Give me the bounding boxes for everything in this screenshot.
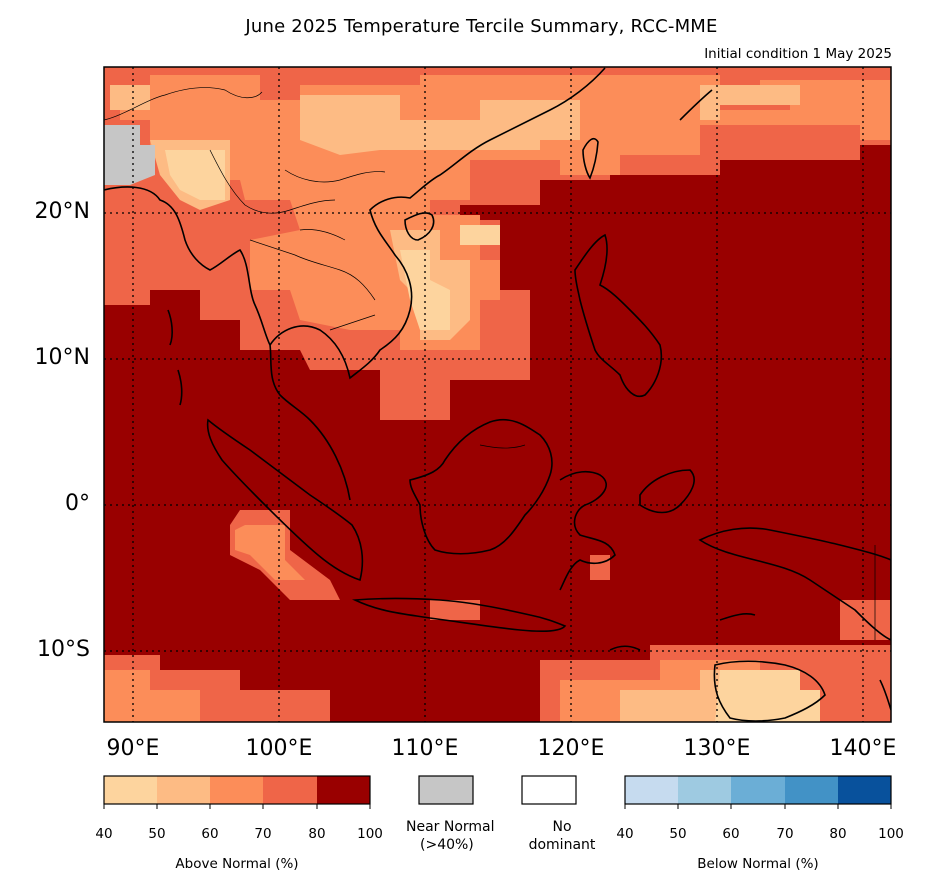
chart-subtitle: Initial condition 1 May 2025: [704, 46, 892, 62]
above-40-50-se: [715, 670, 820, 722]
lon-label-130e: 130°E: [683, 736, 751, 761]
below-tick-80: 80: [829, 826, 847, 842]
above-tick-40: 40: [95, 826, 113, 842]
above-tick-100: 100: [357, 826, 383, 842]
colorbar-above: [103, 775, 371, 809]
above-60-70-sw: [235, 525, 305, 580]
above-50-60-e: [110, 85, 150, 110]
above-40-50-c: [460, 225, 500, 245]
lon-label-120e: 120°E: [537, 736, 605, 761]
above-70-80-sulawesi: [590, 555, 610, 580]
map-frame: [103, 66, 892, 723]
above-tick-80: 80: [308, 826, 326, 842]
above-70-80-java: [430, 600, 480, 620]
above-tick-60: 60: [201, 826, 219, 842]
below-tick-40: 40: [616, 826, 634, 842]
lon-label-140e: 140°E: [829, 736, 897, 761]
below-tick-60: 60: [722, 826, 740, 842]
above-tick-50: 50: [148, 826, 166, 842]
below-tick-100: 100: [878, 826, 904, 842]
no-dominant-label-1: No: [552, 819, 572, 835]
no-dominant-label-2: dominant: [528, 837, 596, 853]
above-50-60-a: [300, 95, 580, 155]
below-normal-label: Below Normal (%): [697, 856, 819, 872]
coastlines: [104, 67, 891, 722]
chart-title: June 2025 Temperature Tercile Summary, R…: [245, 16, 718, 37]
lat-label-10n: 10°N: [34, 345, 90, 370]
below-tick-50: 50: [669, 826, 687, 842]
near-normal-patch: [104, 125, 155, 185]
tercile-field: [104, 67, 891, 722]
lat-label-10s: 10°S: [37, 637, 90, 662]
colorbar-below: [624, 775, 892, 809]
above-40-50-a: [165, 150, 225, 200]
lon-label-100e: 100°E: [245, 736, 313, 761]
below-tick-70: 70: [776, 826, 794, 842]
lat-label-0: 0°: [65, 491, 90, 516]
country-borders: [104, 87, 876, 640]
lon-label-90e: 90°E: [106, 736, 160, 761]
lon-label-110e: 110°E: [391, 736, 459, 761]
graticule: [104, 67, 891, 722]
lat-label-20n: 20°N: [34, 199, 90, 224]
above-60-70-south: [104, 670, 200, 722]
above-50-60-c: [700, 85, 800, 120]
near-normal-label-2: (>40%): [420, 837, 474, 853]
near-normal-label-1: Near Normal: [406, 819, 495, 835]
above-tick-70: 70: [254, 826, 272, 842]
above-normal-label: Above Normal (%): [175, 856, 299, 872]
no-dominant-swatch: [521, 775, 577, 805]
near-normal-swatch: [418, 775, 474, 805]
